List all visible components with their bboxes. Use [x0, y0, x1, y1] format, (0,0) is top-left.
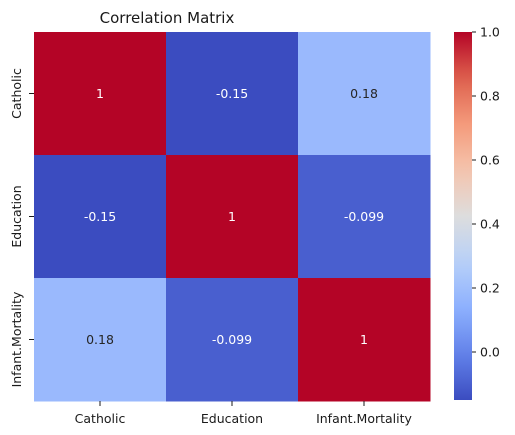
- y-tick-label: Catholic: [9, 68, 24, 119]
- x-tick-label: Education: [201, 411, 263, 426]
- heatmap-cell: [34, 32, 167, 156]
- y-tick-label: Infant.Mortality: [9, 291, 24, 387]
- cell-value-label: 1: [228, 209, 236, 224]
- colorbar: 0.0 0.2 0.4 0.6 0.8 1.0: [454, 25, 500, 400]
- heatmap-cell-labels: 1 -0.15 0.18 -0.15 1 -0.099 0.18 -0.099 1: [84, 86, 384, 347]
- heatmap-cell: [298, 155, 431, 279]
- heatmap-cell: [298, 278, 431, 402]
- x-tick-label: Catholic: [75, 411, 126, 426]
- cell-value-label: -0.15: [216, 86, 248, 101]
- cell-value-label: 1: [96, 86, 104, 101]
- y-tick-label: Education: [9, 185, 24, 247]
- colorbar-tick-label: 0.2: [480, 281, 500, 296]
- heatmap-cell: [34, 155, 167, 279]
- cell-value-label: -0.15: [84, 209, 116, 224]
- x-axis-tick-labels: Catholic Education Infant.Mortality: [75, 401, 413, 426]
- heatmap-cell: [166, 278, 299, 402]
- colorbar-tick-label: 0.0: [480, 345, 500, 360]
- colorbar-tick-label: 1.0: [480, 25, 500, 40]
- heatmap-cell: [298, 32, 431, 156]
- colorbar-tick-label: 0.6: [480, 153, 500, 168]
- x-tick-label: Infant.Mortality: [316, 411, 412, 426]
- colorbar-gradient: [454, 32, 472, 400]
- y-axis-tick-labels: Catholic Education Infant.Mortality: [9, 68, 34, 387]
- chart-title: Correlation Matrix: [100, 9, 235, 27]
- cell-value-label: -0.099: [344, 209, 384, 224]
- cell-value-label: 1: [360, 332, 368, 347]
- colorbar-tick-label: 0.8: [480, 89, 500, 104]
- cell-value-label: 0.18: [350, 86, 378, 101]
- cell-value-label: -0.099: [212, 332, 252, 347]
- colorbar-tick-label: 0.4: [480, 217, 500, 232]
- heatmap-cell: [166, 155, 299, 279]
- heatmap-cells: [34, 32, 431, 402]
- heatmap-cell: [34, 278, 167, 402]
- cell-value-label: 0.18: [86, 332, 114, 347]
- heatmap-cell: [166, 32, 299, 156]
